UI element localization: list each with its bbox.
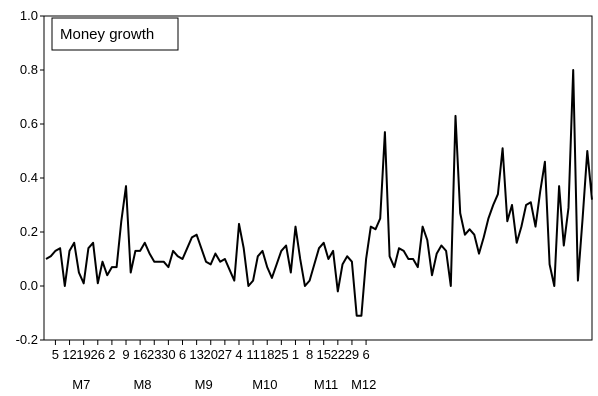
y-tick-label: 1.0 — [20, 8, 38, 23]
x-day-label: 30 — [161, 347, 175, 362]
x-month-label: M9 — [195, 377, 213, 392]
x-day-label: 8 — [306, 347, 313, 362]
series-layer — [45, 69, 593, 317]
x-day-label: 12 — [62, 347, 76, 362]
x-day-label: 23 — [147, 347, 161, 362]
y-tick-label: 0.6 — [20, 116, 38, 131]
y-tick-label: 0.2 — [20, 224, 38, 239]
x-day-label: 2 — [108, 347, 115, 362]
x-day-label: 22 — [331, 347, 345, 362]
x-day-label: 20 — [204, 347, 218, 362]
x-day-label: 6 — [179, 347, 186, 362]
x-month-label: M7 — [72, 377, 90, 392]
legend-entry-money-growth: Money growth — [60, 26, 154, 43]
x-day-label: 29 — [345, 347, 359, 362]
y-tick-label: -0.2 — [16, 332, 38, 347]
x-month-label: M10 — [252, 377, 277, 392]
y-tick-label: 0.8 — [20, 62, 38, 77]
x-day-label: 9 — [122, 347, 129, 362]
x-day-label: 1 — [292, 347, 299, 362]
x-day-label: 19 — [76, 347, 90, 362]
plot-frame — [43, 15, 593, 341]
y-axis: 1.0 0.8 0.6 0.4 0.2 0.0 -0.2 — [16, 8, 44, 347]
x-day-label: 15 — [316, 347, 330, 362]
series-line-money-growth — [45, 69, 593, 317]
x-month-label: M8 — [133, 377, 151, 392]
x-day-label: 16 — [133, 347, 147, 362]
x-axis: 5 12 19 26 2 9 16 23 30 6 13 20 27 4 11 18 25 1 8 15 22 29 6M7… — [52, 340, 376, 392]
x-day-label: 6 — [362, 347, 369, 362]
legend: Money growth — [51, 17, 179, 51]
x-day-label: 4 — [235, 347, 242, 362]
x-day-label: 27 — [218, 347, 232, 362]
y-tick-label: 0.0 — [20, 278, 38, 293]
x-month-label: M11 — [314, 377, 338, 392]
y-tick-label: 0.4 — [20, 170, 38, 185]
x-day-label: 11 — [246, 347, 260, 362]
x-day-label: 25 — [274, 347, 288, 362]
x-day-label: 13 — [189, 347, 203, 362]
x-month-label: M12 — [351, 377, 376, 392]
x-day-label: 26 — [91, 347, 105, 362]
x-day-label: 18 — [260, 347, 274, 362]
legend-box — [51, 17, 179, 51]
x-day-label: 5 — [52, 347, 59, 362]
